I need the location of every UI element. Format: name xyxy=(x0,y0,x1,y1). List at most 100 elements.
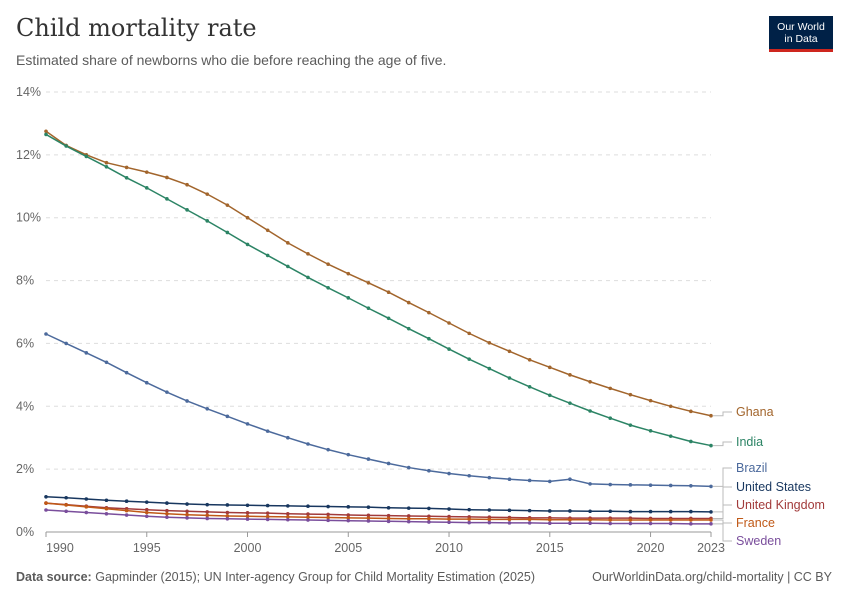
data-point xyxy=(326,518,330,523)
label-connector xyxy=(713,411,732,417)
end-label-brazil[interactable]: Brazil xyxy=(736,461,767,475)
data-point xyxy=(648,398,653,403)
data-point xyxy=(447,520,451,525)
series-united-states[interactable] xyxy=(44,495,713,514)
series-ghana[interactable] xyxy=(44,129,713,418)
data-point xyxy=(507,517,512,522)
data-point xyxy=(467,331,471,336)
data-point xyxy=(487,517,492,522)
data-point xyxy=(648,483,653,487)
data-point xyxy=(689,518,693,522)
data-point xyxy=(386,316,391,321)
data-point xyxy=(608,521,613,526)
data-point xyxy=(144,507,149,512)
x-tick-label: 2010 xyxy=(435,541,463,555)
data-point xyxy=(689,409,693,414)
label-connector xyxy=(713,441,732,447)
data-point xyxy=(205,516,210,521)
data-point xyxy=(104,506,109,511)
data-point xyxy=(628,518,633,522)
data-point xyxy=(487,508,492,512)
data-point xyxy=(689,484,693,488)
data-point xyxy=(104,498,109,503)
data-point xyxy=(104,511,109,516)
data-point xyxy=(527,357,532,362)
data-point xyxy=(628,423,633,427)
data-point xyxy=(427,517,431,521)
data-point xyxy=(547,509,552,513)
data-point xyxy=(205,192,210,196)
data-point xyxy=(628,392,633,397)
series-india[interactable] xyxy=(44,132,713,448)
data-point xyxy=(265,517,270,522)
chart-subtitle: Estimated share of newborns who die befo… xyxy=(16,52,447,68)
data-point xyxy=(245,242,250,247)
data-point xyxy=(547,393,552,398)
series-lines xyxy=(44,129,713,526)
data-point xyxy=(346,296,351,300)
data-point xyxy=(64,144,68,148)
data-point xyxy=(487,341,492,345)
data-point xyxy=(386,461,391,466)
data-point xyxy=(306,504,310,509)
end-label-united-kingdom[interactable]: United Kingdom xyxy=(736,498,825,512)
data-point xyxy=(547,365,552,370)
series-france[interactable] xyxy=(44,501,713,522)
data-point xyxy=(225,414,230,419)
data-point xyxy=(124,508,129,513)
data-point xyxy=(306,252,310,256)
data-point xyxy=(608,518,613,522)
data-point xyxy=(225,517,230,521)
data-point xyxy=(507,508,512,513)
data-point xyxy=(225,230,230,235)
end-label-ghana[interactable]: Ghana xyxy=(736,405,774,419)
logo-line-1: Our World xyxy=(777,20,825,33)
data-point xyxy=(507,349,512,354)
data-point xyxy=(144,514,149,519)
data-point xyxy=(467,507,471,512)
series-line xyxy=(45,496,712,513)
data-point xyxy=(124,176,129,180)
end-label-united-states[interactable]: United States xyxy=(736,480,811,494)
end-labels: Ghana India Brazil United States United King… xyxy=(713,405,825,548)
data-point xyxy=(64,503,68,507)
data-point xyxy=(245,215,250,220)
series-sweden[interactable] xyxy=(44,508,713,526)
x-tick-label: 2000 xyxy=(234,541,262,555)
data-point xyxy=(628,483,633,487)
footer-link[interactable]: OurWorldinData.org/child-mortality | CC … xyxy=(592,570,832,584)
data-point xyxy=(225,503,230,507)
data-point xyxy=(326,515,330,520)
y-tick-label: 10% xyxy=(16,211,41,225)
data-point xyxy=(44,132,48,137)
end-label-france[interactable]: France xyxy=(736,516,775,530)
data-point xyxy=(568,509,572,513)
end-label-sweden[interactable]: Sweden xyxy=(736,534,781,548)
data-point xyxy=(467,520,471,525)
label-connector xyxy=(713,504,732,519)
data-point xyxy=(205,407,210,411)
data-point xyxy=(588,509,592,514)
data-point xyxy=(84,154,89,159)
data-point xyxy=(185,399,189,403)
end-label-india[interactable]: India xyxy=(736,435,763,449)
data-point xyxy=(64,495,68,500)
data-point xyxy=(286,517,290,522)
owid-logo[interactable]: Our World in Data xyxy=(769,16,833,52)
data-point xyxy=(165,197,169,201)
data-point xyxy=(527,508,532,513)
data-point xyxy=(286,511,290,516)
series-brazil[interactable] xyxy=(44,332,713,489)
data-point xyxy=(427,336,431,341)
data-point xyxy=(165,390,169,394)
data-point xyxy=(124,513,129,517)
data-point xyxy=(386,290,391,295)
data-point xyxy=(406,517,411,521)
data-point xyxy=(346,271,351,276)
data-point xyxy=(144,510,149,515)
data-point xyxy=(104,160,109,165)
data-point xyxy=(245,422,250,426)
data-point xyxy=(668,404,673,409)
data-point xyxy=(144,186,149,190)
data-point xyxy=(527,521,532,525)
